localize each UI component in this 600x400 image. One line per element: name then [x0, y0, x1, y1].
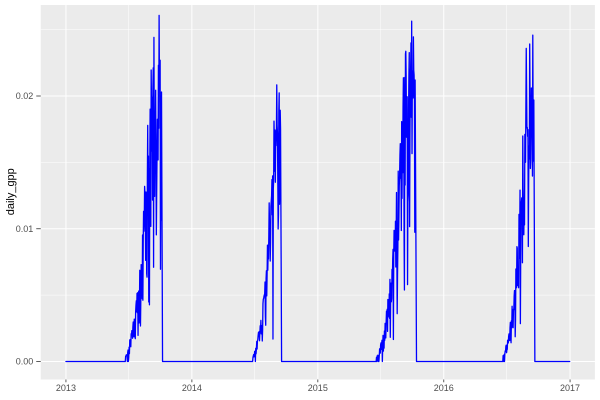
svg-text:2015: 2015 [308, 383, 328, 393]
svg-text:0.02: 0.02 [16, 91, 34, 101]
svg-text:2017: 2017 [560, 383, 580, 393]
svg-text:daily_gpp: daily_gpp [5, 168, 17, 215]
svg-text:2016: 2016 [434, 383, 454, 393]
svg-text:2013: 2013 [56, 383, 76, 393]
svg-text:0.00: 0.00 [16, 357, 34, 367]
svg-text:0.01: 0.01 [16, 224, 34, 234]
svg-text:2014: 2014 [182, 383, 202, 393]
